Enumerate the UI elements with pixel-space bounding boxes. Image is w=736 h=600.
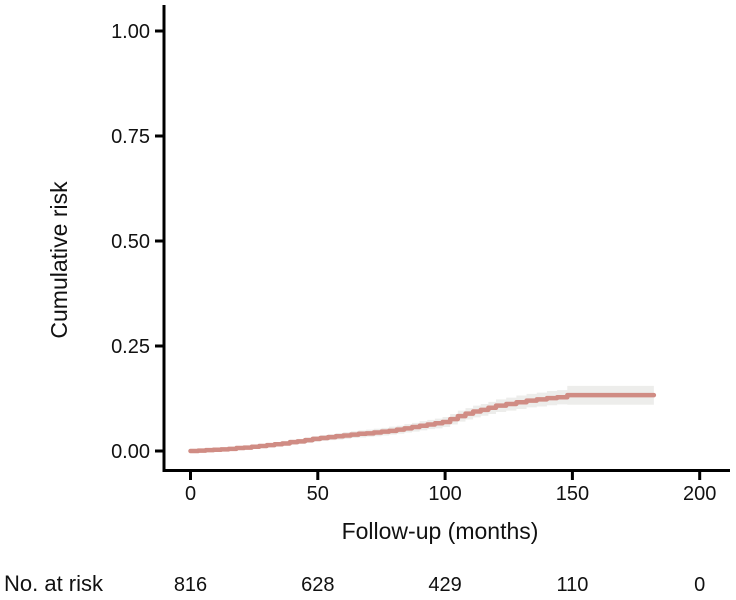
x-tick-label: 150 [556, 483, 589, 505]
axis-ticks-layer [155, 29, 702, 480]
risk-table-value: 0 [694, 574, 705, 596]
risk-table-label: No. at risk [4, 571, 104, 596]
y-tick-label: 0.25 [111, 336, 150, 358]
x-tick-label: 50 [307, 483, 329, 505]
risk-curve [188, 392, 657, 454]
risk-table-values-layer: 816 628 429 110 0 [174, 574, 705, 596]
y-axis-title: Cumulative risk [46, 181, 72, 339]
y-tick-label: 0.75 [111, 126, 150, 148]
x-tick-label: 200 [683, 483, 716, 505]
y-tick-label: 0.00 [111, 441, 150, 463]
risk-curve-layer [188, 392, 657, 454]
risk-table-value: 429 [428, 574, 461, 596]
risk-table-value: 110 [556, 574, 588, 596]
y-tick-label: 0.50 [111, 231, 150, 253]
x-tick-label: 100 [428, 483, 461, 505]
x-axis-title: Follow-up (months) [342, 518, 539, 544]
risk-table-value: 628 [301, 574, 334, 596]
risk-table-value: 816 [174, 574, 207, 596]
x-tick-label: 0 [185, 483, 196, 505]
y-tick-label: 1.00 [111, 21, 150, 43]
tick-labels-layer: 0 50 100 150 200 1.00 0.75 0.50 0.25 0.00 [111, 21, 716, 505]
